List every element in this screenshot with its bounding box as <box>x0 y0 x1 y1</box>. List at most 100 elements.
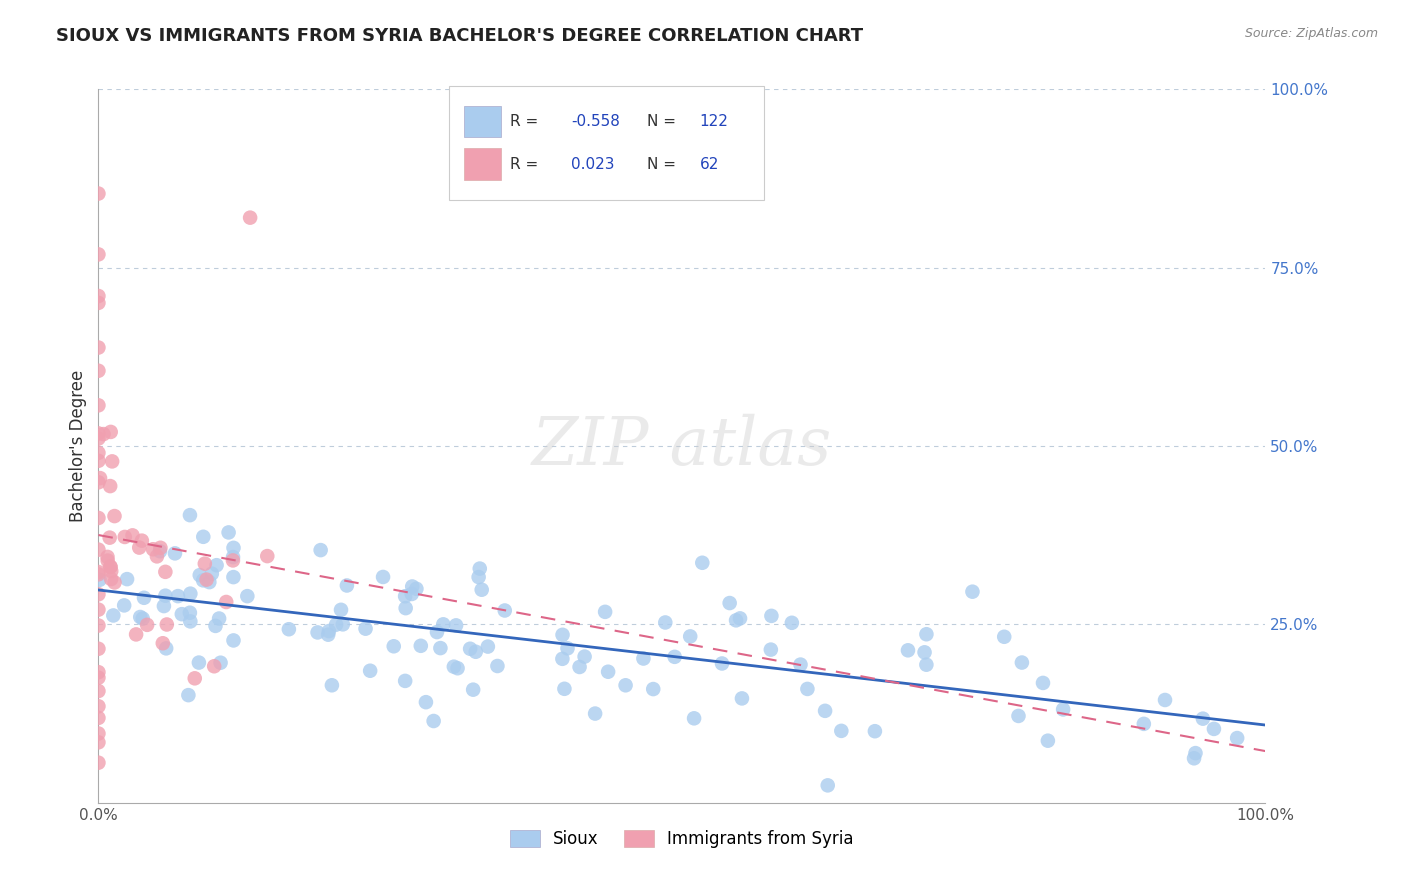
Point <box>1182 751 1205 765</box>
Point <box>236 589 259 603</box>
Point <box>401 580 423 594</box>
Point <box>87 565 110 579</box>
Text: Source: ZipAtlas.com: Source: ZipAtlas.com <box>1244 27 1378 40</box>
Point <box>1154 693 1177 707</box>
Point <box>87 398 110 412</box>
Point <box>371 570 394 584</box>
Text: N =: N = <box>647 157 681 171</box>
Point <box>915 657 938 672</box>
Point <box>98 559 121 574</box>
Point <box>432 617 454 632</box>
Point <box>87 699 110 714</box>
Point <box>1192 712 1215 726</box>
Point <box>87 756 110 770</box>
Point <box>215 595 238 609</box>
Point <box>100 572 122 586</box>
Point <box>97 553 120 567</box>
Point <box>132 591 155 605</box>
Point <box>725 613 748 627</box>
Point <box>830 723 852 738</box>
Point <box>464 645 486 659</box>
Point <box>188 568 211 582</box>
Point <box>155 565 177 579</box>
Point <box>664 649 686 664</box>
Point <box>155 641 177 656</box>
Point <box>814 704 837 718</box>
Point <box>444 618 467 632</box>
Point <box>193 530 215 544</box>
Point <box>359 664 381 678</box>
Legend: Sioux, Immigrants from Syria: Sioux, Immigrants from Syria <box>503 823 860 855</box>
Point <box>1032 676 1054 690</box>
Point <box>204 619 226 633</box>
Point <box>309 543 332 558</box>
Point <box>553 681 575 696</box>
Point <box>146 549 169 564</box>
Text: SIOUX VS IMMIGRANTS FROM SYRIA BACHELOR'S DEGREE CORRELATION CHART: SIOUX VS IMMIGRANTS FROM SYRIA BACHELOR'… <box>56 27 863 45</box>
Point <box>112 599 135 613</box>
Point <box>446 661 468 675</box>
Point <box>494 603 516 617</box>
Point <box>711 657 734 671</box>
Point <box>415 695 437 709</box>
Point <box>796 681 818 696</box>
Text: R =: R = <box>510 114 544 128</box>
Point <box>179 587 201 601</box>
Point <box>422 714 444 728</box>
Point <box>332 617 354 632</box>
Point <box>87 475 110 490</box>
Point <box>863 724 886 739</box>
Text: N =: N = <box>647 114 681 128</box>
Point <box>87 296 110 310</box>
Point <box>202 659 225 673</box>
Point <box>1011 656 1033 670</box>
Point <box>87 186 110 201</box>
Point <box>426 625 449 640</box>
Point <box>98 531 121 545</box>
Point <box>759 642 782 657</box>
Point <box>87 426 110 441</box>
Point <box>222 570 245 584</box>
Point <box>401 587 423 601</box>
Point <box>1202 722 1225 736</box>
Point <box>156 617 179 632</box>
Point <box>731 691 754 706</box>
FancyBboxPatch shape <box>449 86 763 200</box>
Point <box>209 656 232 670</box>
Point <box>336 578 359 592</box>
Point <box>468 561 491 575</box>
Point <box>316 628 339 642</box>
Point <box>394 589 416 603</box>
Point <box>177 688 200 702</box>
Point <box>101 454 124 468</box>
Point <box>897 643 920 657</box>
Point <box>155 589 177 603</box>
Point <box>486 659 509 673</box>
Point <box>222 550 245 565</box>
Point <box>222 633 245 648</box>
Point <box>142 542 165 557</box>
Point <box>153 599 176 613</box>
Point <box>167 589 190 603</box>
Point <box>914 645 936 659</box>
Point <box>1052 702 1074 716</box>
Point <box>187 656 209 670</box>
Point <box>198 575 221 590</box>
Point <box>87 671 110 685</box>
Point <box>218 525 240 540</box>
Point <box>683 711 706 725</box>
Point <box>239 211 262 225</box>
Point <box>179 606 201 620</box>
Point <box>318 624 340 638</box>
Text: ZIP atlas: ZIP atlas <box>531 413 832 479</box>
Point <box>194 557 217 571</box>
Point <box>354 622 377 636</box>
Point <box>129 610 152 624</box>
FancyBboxPatch shape <box>464 148 501 180</box>
Text: 122: 122 <box>699 114 728 128</box>
Point <box>633 651 655 665</box>
Point <box>87 247 110 261</box>
Point <box>87 567 110 582</box>
Point <box>458 641 481 656</box>
Point <box>149 544 172 558</box>
